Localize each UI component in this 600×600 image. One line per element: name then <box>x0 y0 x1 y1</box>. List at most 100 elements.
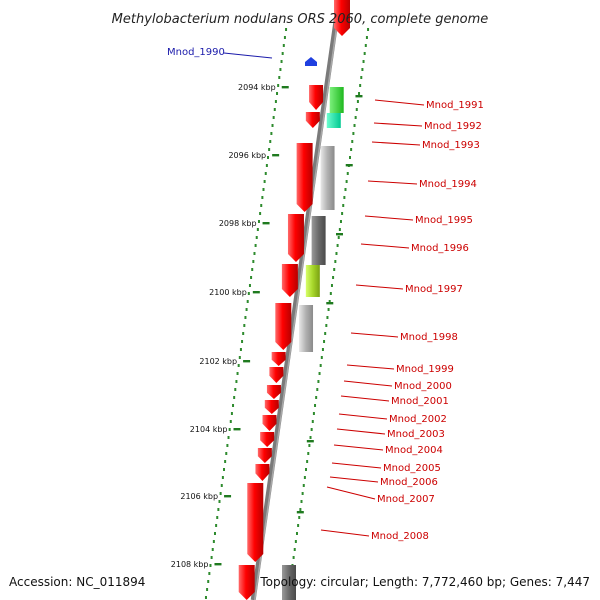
track-dot <box>233 396 235 399</box>
track-dot <box>237 372 239 375</box>
gene-label[interactable]: Mnod_2000 <box>394 381 452 392</box>
leader-line <box>365 216 413 220</box>
track-dot <box>226 444 228 447</box>
gene-label[interactable]: Mnod_2001 <box>391 396 449 407</box>
gene-label[interactable]: Mnod_2003 <box>387 429 445 440</box>
track-dot <box>273 116 275 119</box>
track-dot <box>343 196 345 199</box>
gene-label[interactable]: Mnod_2008 <box>371 531 429 542</box>
track-dot <box>219 500 221 503</box>
track-dot <box>260 204 262 207</box>
track-dot <box>240 348 242 351</box>
track-dot <box>274 108 276 111</box>
track-dot <box>213 540 215 543</box>
map-title: Methylobacterium nodulans ORS 2060, comp… <box>112 12 489 27</box>
track-dot <box>325 324 327 327</box>
tick-label: 2102 kbp <box>199 357 237 366</box>
tick-label: 2094 kbp <box>238 83 276 92</box>
track-dot <box>312 420 314 423</box>
track-dot <box>242 332 244 335</box>
gene-label[interactable]: Mnod_1999 <box>396 364 454 375</box>
gene-arrow <box>297 143 313 212</box>
track-dot <box>330 292 332 295</box>
track-dot <box>364 52 366 55</box>
leader-line <box>374 123 422 126</box>
track-dot <box>239 356 241 359</box>
leader-line <box>361 244 409 248</box>
gene-marker-blue <box>305 57 317 66</box>
leader-line <box>337 429 385 434</box>
gene-label[interactable]: Mnod_2006 <box>380 477 438 488</box>
leader-line <box>368 181 417 184</box>
track-dot <box>216 516 218 519</box>
track-dot <box>224 460 226 463</box>
tick-label: 2104 kbp <box>190 425 228 434</box>
gene-label[interactable]: Mnod_1998 <box>400 332 458 343</box>
track-dot <box>317 380 319 383</box>
gene-label[interactable]: Mnod_2007 <box>377 494 435 505</box>
genome-map: 2094 kbp2096 kbp2098 kbp2100 kbp2102 kbp… <box>0 0 600 600</box>
track-dot <box>241 340 243 343</box>
track-dot <box>225 452 227 455</box>
track-dot <box>234 388 236 391</box>
gene-label[interactable]: Mnod_1997 <box>405 284 463 295</box>
gene-arrow <box>255 464 269 481</box>
feature-box <box>327 113 341 128</box>
leader-line <box>372 142 420 145</box>
tick-mark <box>297 511 304 513</box>
track-dot <box>310 436 312 439</box>
track-dot <box>215 524 217 527</box>
leader-line <box>356 285 403 289</box>
gene-label[interactable]: Mnod_2005 <box>383 463 441 474</box>
leader-line <box>332 463 381 468</box>
tick-mark <box>307 440 314 442</box>
gene-label[interactable]: Mnod_1993 <box>422 140 480 151</box>
track-dot <box>295 540 297 543</box>
gene-label[interactable]: Mnod_1995 <box>415 215 473 226</box>
tick-mark <box>282 86 289 88</box>
track-dot <box>211 556 213 559</box>
track-dot <box>331 284 333 287</box>
track-dot <box>207 580 209 583</box>
tick-label: 2096 kbp <box>228 151 266 160</box>
feature-box <box>330 87 344 113</box>
tick-mark <box>214 563 221 565</box>
track-dot <box>332 276 334 279</box>
track-dot <box>283 44 285 47</box>
track-dot <box>248 292 250 295</box>
track-dot <box>324 332 326 335</box>
topology-text: Topology: circular; Length: 7,772,460 bp… <box>259 575 590 589</box>
track-dot <box>269 140 271 143</box>
tick-label: 2100 kbp <box>209 288 247 297</box>
gene-label[interactable]: Mnod_1992 <box>424 121 482 132</box>
gene-label[interactable]: Mnod_1994 <box>419 179 477 190</box>
track-dot <box>304 476 306 479</box>
gene-label[interactable]: Mnod_2004 <box>385 445 443 456</box>
leader-line <box>351 333 398 337</box>
leader-line <box>224 53 272 58</box>
track-dot <box>349 156 351 159</box>
track-dot <box>270 132 272 135</box>
track-dot <box>272 124 274 127</box>
track-dot <box>222 476 224 479</box>
track-dot <box>261 196 263 199</box>
leader-line <box>321 530 369 536</box>
track-dot <box>313 412 315 415</box>
gene-label[interactable]: Mnod_1990 <box>167 47 225 58</box>
track-dot <box>337 244 339 247</box>
track-dot <box>358 92 360 95</box>
track-dot <box>262 188 264 191</box>
track-dot <box>294 548 296 551</box>
gene-label[interactable]: Mnod_1996 <box>411 243 469 254</box>
track-dot <box>238 364 240 367</box>
feature-box <box>299 305 313 352</box>
track-dot <box>305 468 307 471</box>
track-dot <box>328 308 330 311</box>
track-dot <box>247 300 249 303</box>
gene-arrow <box>265 400 279 414</box>
gene-arrow <box>260 432 274 447</box>
gene-label[interactable]: Mnod_1991 <box>426 100 484 111</box>
leader-line <box>344 381 392 386</box>
track-dot <box>361 68 363 71</box>
gene-label[interactable]: Mnod_2002 <box>389 414 447 425</box>
